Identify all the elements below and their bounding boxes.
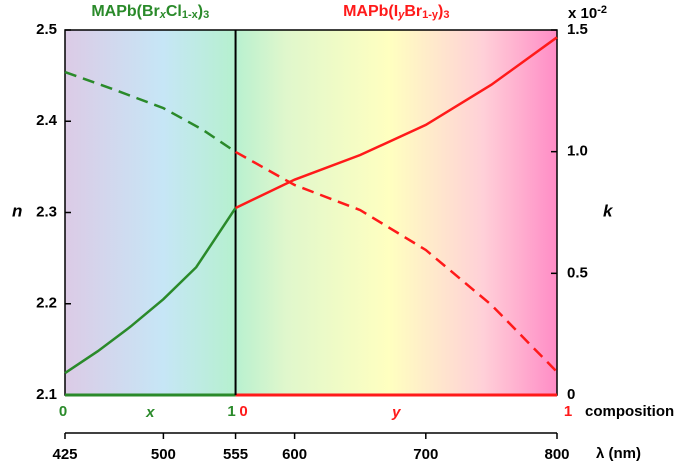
multiplier-part: x 10: [568, 5, 597, 22]
composition-variable: y: [391, 404, 401, 421]
x-tick-label: 700: [413, 446, 438, 463]
series-line: [64, 207, 237, 375]
series-line: [235, 36, 558, 210]
composition-variable: x: [145, 404, 155, 421]
y-tick-label: 2.1: [36, 386, 57, 403]
y2-tick-label: 1.5: [567, 21, 588, 38]
title-part: 3: [203, 9, 209, 21]
y-axis-label: n: [12, 201, 22, 220]
x-tick-label: 500: [151, 446, 176, 463]
title-part: 3: [443, 9, 449, 21]
composition-tick-label: 1: [564, 403, 572, 420]
title-part: Br: [404, 3, 422, 20]
title-part: Cl: [166, 3, 182, 20]
x-axis-label: λ (nm): [596, 445, 641, 462]
composition-tick-label: 0: [239, 403, 247, 420]
title-part: ): [198, 3, 203, 20]
y2-tick-label: 0.5: [567, 264, 588, 281]
series-line: [64, 70, 237, 153]
title-part: 1-y: [422, 9, 439, 21]
region-title: MAPb(BrxCl1-x)3: [91, 3, 209, 21]
y2-axis-label: k: [603, 201, 614, 220]
composition-label: composition: [585, 403, 674, 420]
title-part: MAPb(Br: [91, 3, 159, 20]
y2-tick-label: 0: [567, 386, 575, 403]
y-tick-label: 2.2: [36, 295, 57, 312]
y-tick-label: 2.4: [36, 112, 58, 129]
y2-tick-label: 1.0: [567, 143, 588, 160]
composition-tick-label: 0: [59, 403, 67, 420]
y-tick-label: 2.3: [36, 203, 57, 220]
title-part: y: [397, 9, 405, 21]
series-line: [234, 150, 558, 373]
y-tick-label: 2.5: [36, 21, 57, 38]
title-part: MAPb(I: [343, 3, 398, 20]
region-title: MAPb(IyBr1-y)3: [343, 3, 449, 21]
plot-background: [65, 30, 557, 395]
multiplier-part: -2: [597, 4, 607, 16]
title-part: 1-x: [182, 9, 199, 21]
title-part: x: [159, 9, 167, 21]
x-tick-label: 425: [52, 446, 77, 463]
x-tick-label: 555: [223, 446, 248, 463]
x-tick-label: 600: [282, 446, 307, 463]
composition-tick-label: 1: [227, 403, 235, 420]
title-part: ): [438, 3, 443, 20]
x-tick-label: 800: [544, 446, 569, 463]
y2-multiplier: x 10-2: [568, 4, 607, 22]
